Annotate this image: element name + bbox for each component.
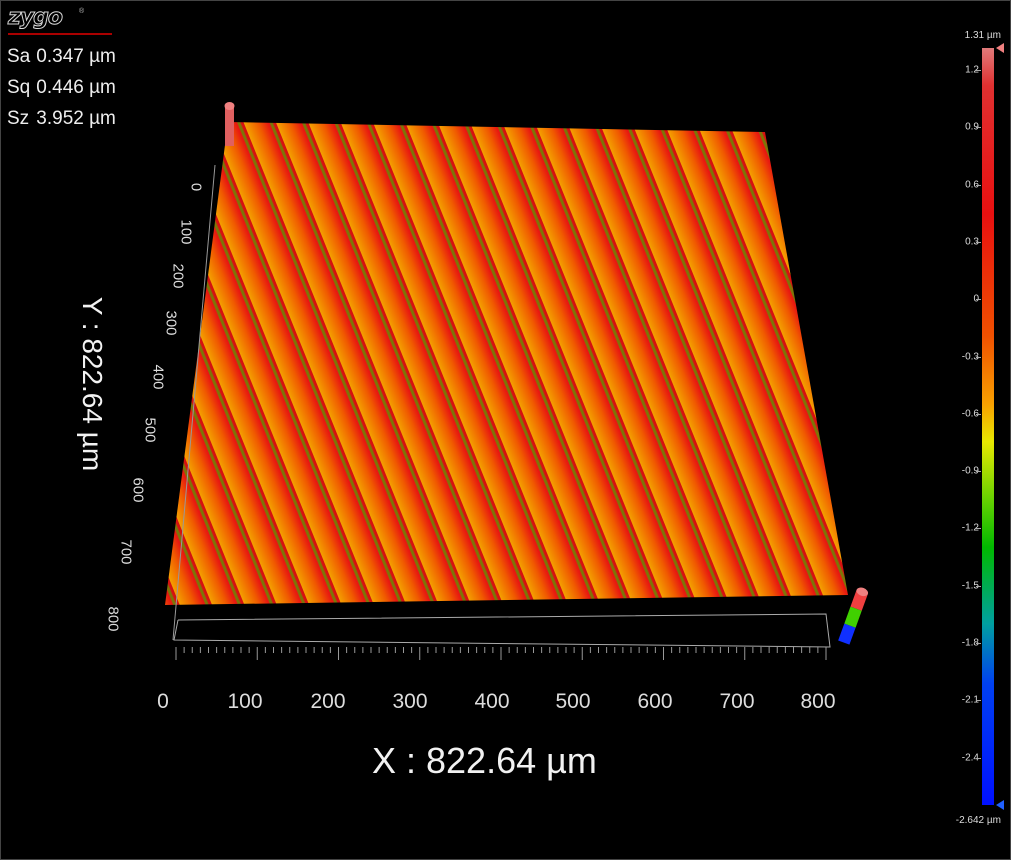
y-axis-title: Y : 822.64 µm — [77, 296, 108, 472]
corner-marker-top-left — [224, 102, 235, 146]
colorbar-tick-label: -0.6 — [961, 408, 979, 420]
colorbar-tick-label: -1.8 — [961, 637, 979, 649]
x-axis-ruler — [175, 647, 827, 660]
surface-mesh — [165, 122, 848, 605]
stat-sz-value: 3.952 µm — [36, 108, 116, 129]
x-tick-label: 0 — [157, 690, 169, 713]
floor-outline — [173, 613, 831, 648]
y-tick-label: 400 — [149, 364, 167, 390]
y-tick-label: 100 — [177, 219, 195, 245]
colorbar-tick-mark — [976, 184, 981, 186]
colorbar-min-label: -2.642 µm — [955, 815, 1001, 826]
y-tick-label: 200 — [169, 263, 187, 289]
colorbar-max-label: 1.31 µm — [964, 30, 1001, 41]
x-axis-title: X : 822.64 µm — [372, 740, 597, 781]
colorbar-tick-label: -1.5 — [961, 580, 979, 592]
colorbar-tick-mark — [976, 70, 981, 71]
colorbar-min-marker[interactable] — [996, 800, 1004, 810]
colorbar-tick-mark — [976, 585, 981, 587]
colorbar-tick-mark — [976, 643, 981, 644]
colorbar-tick-label: 0.3 — [965, 236, 979, 248]
logo-underline — [8, 33, 112, 35]
colorbar-tick-mark — [976, 471, 981, 473]
x-tick-label: 500 — [555, 690, 591, 713]
logo-registered-mark: ® — [79, 8, 85, 15]
y-tick-label: 600 — [129, 477, 147, 503]
y-tick-label: 0 — [187, 182, 205, 192]
colorbar-tick-label: -1.2 — [961, 522, 979, 534]
colorbar-tick-mark — [976, 757, 981, 759]
colorbar-tick-mark — [976, 528, 981, 530]
y-axis-line — [172, 164, 216, 641]
x-tick-label: 700 — [719, 690, 755, 713]
y-tick-label: 500 — [141, 417, 159, 443]
y-tick-label: 700 — [117, 539, 135, 565]
logo-text: zygo — [7, 5, 63, 31]
corner-marker-bottom-right — [838, 587, 869, 645]
stat-sz-label: Sz — [7, 108, 30, 129]
stat-sq: Sq 0.446 µm — [7, 77, 116, 99]
colorbar-tick-mark — [976, 299, 981, 301]
y-tick-label: 800 — [104, 606, 122, 632]
colorbar-tick-label: -2.1 — [961, 694, 979, 706]
colorbar-tick-label: 0.6 — [965, 179, 979, 191]
x-tick-label: 300 — [392, 690, 428, 713]
x-tick-label: 100 — [227, 690, 263, 713]
x-tick-label: 200 — [310, 690, 346, 713]
colorbar-tick-mark — [976, 241, 981, 243]
stat-sz: Sz 3.952 µm — [7, 108, 116, 130]
colorbar-tick-mark — [976, 700, 981, 702]
stat-sq-label: Sq — [7, 77, 31, 98]
colorbar-tick-label: 1.2 — [965, 64, 979, 76]
colorbar-tick-mark — [976, 356, 981, 358]
colorbar-tick-label: 0.9 — [965, 121, 979, 133]
x-tick-label: 600 — [637, 690, 673, 713]
colorbar-max-marker[interactable] — [996, 43, 1004, 53]
colorbar-gradient — [982, 48, 994, 805]
y-tick-label: 300 — [162, 310, 180, 336]
colorbar-tick-mark — [976, 127, 981, 129]
colorbar-tick-label: -2.4 — [961, 752, 979, 764]
colorbar-tick-label: -0.3 — [961, 351, 979, 362]
stat-sa: Sa 0.347 µm — [7, 46, 116, 68]
stat-sa-label: Sa — [7, 46, 31, 67]
colorbar-tick-label: -0.9 — [961, 465, 979, 477]
stat-sq-value: 0.446 µm — [36, 77, 116, 98]
stat-sa-value: 0.347 µm — [36, 46, 116, 67]
colorbar-tick-mark — [976, 413, 981, 415]
x-tick-label: 800 — [800, 690, 836, 713]
x-tick-label: 400 — [474, 690, 510, 713]
